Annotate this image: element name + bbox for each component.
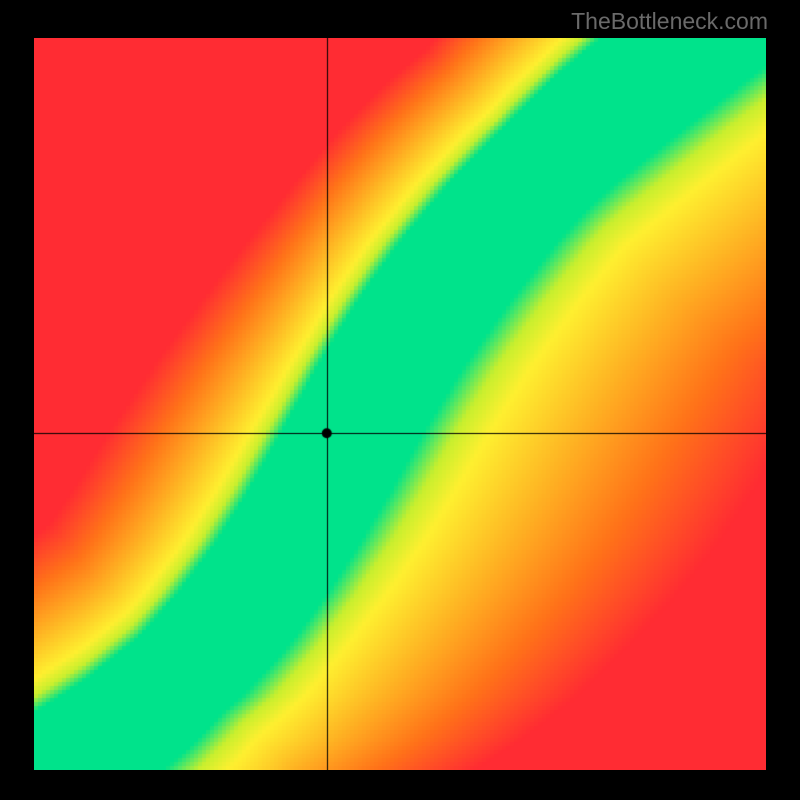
bottleneck-heatmap xyxy=(34,38,766,770)
watermark-text: TheBottleneck.com xyxy=(571,8,768,35)
chart-container: TheBottleneck.com xyxy=(0,0,800,800)
